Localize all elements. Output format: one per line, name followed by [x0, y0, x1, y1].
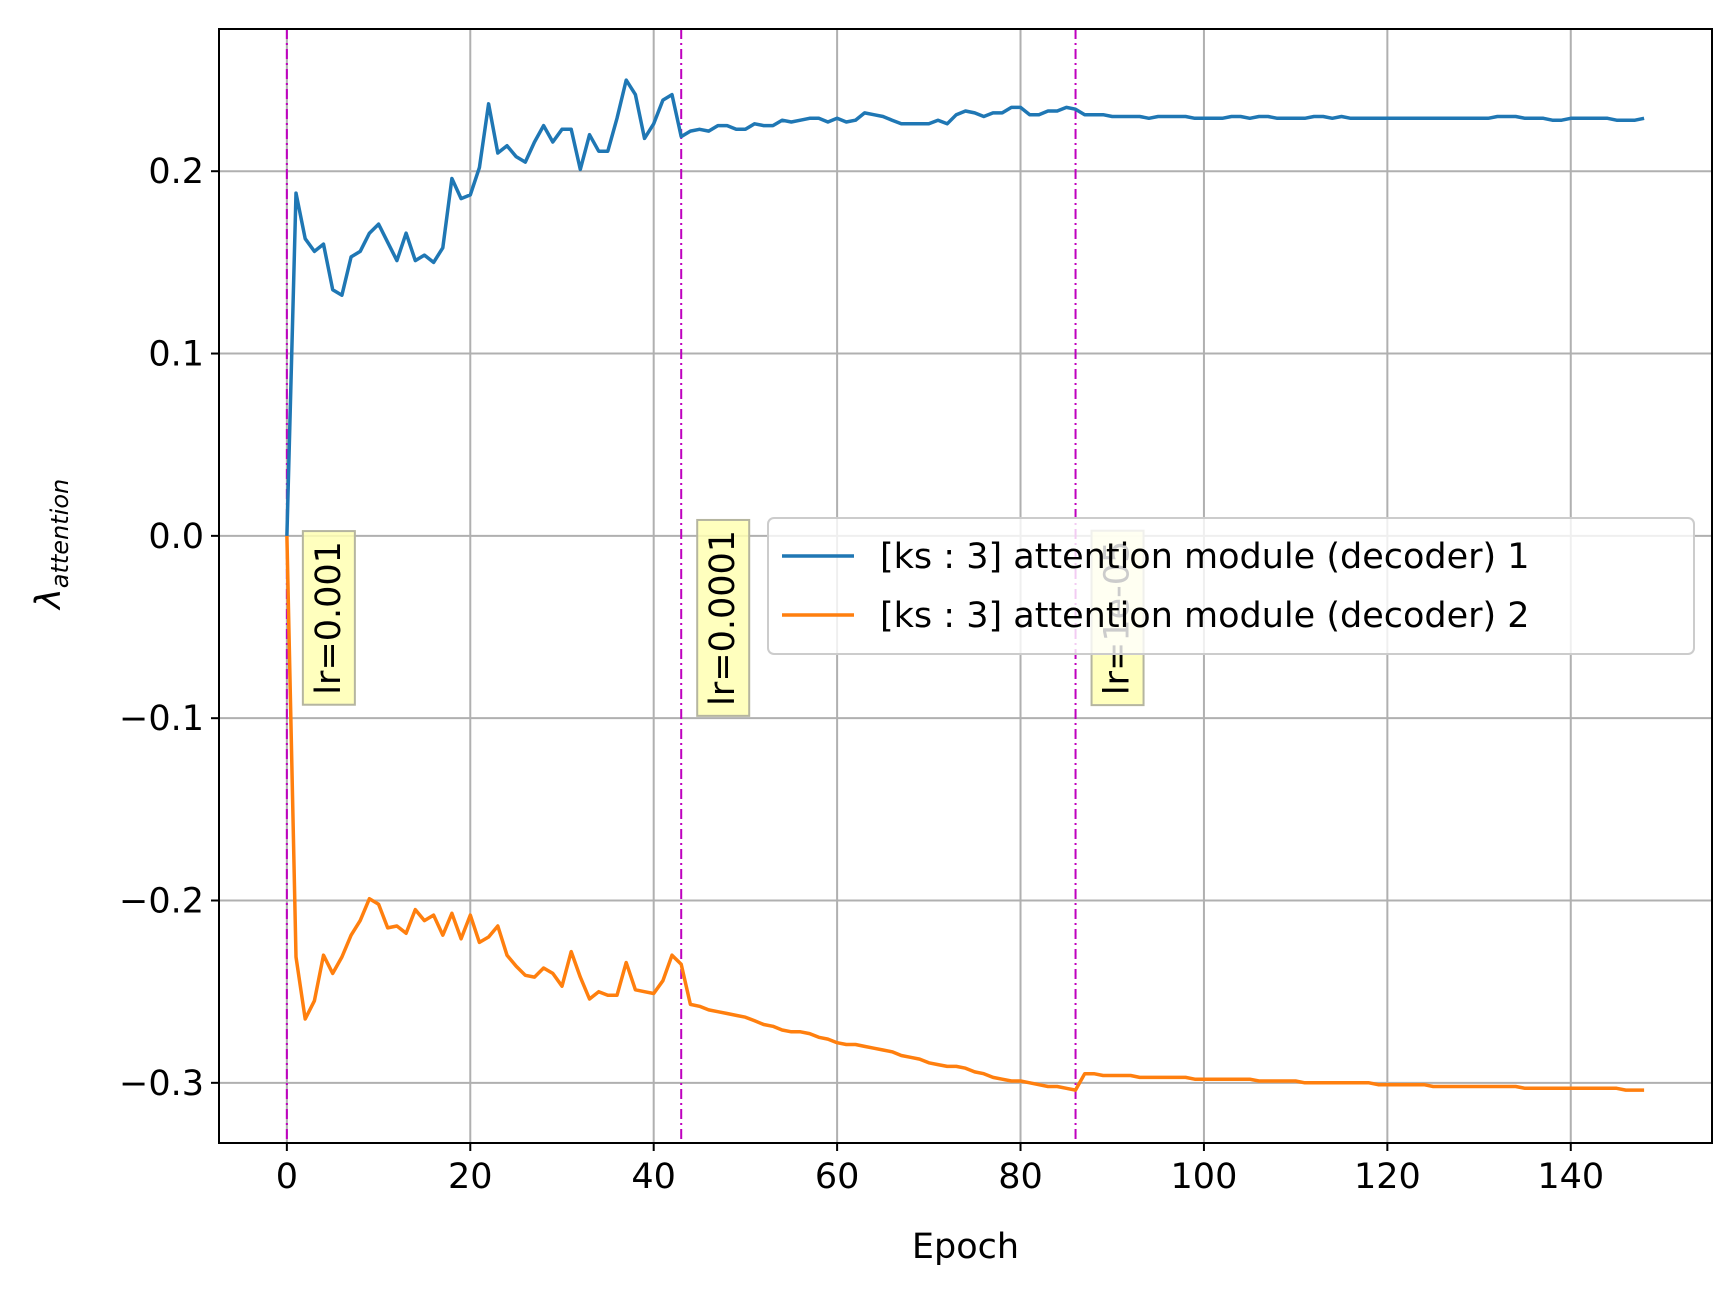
- legend-label: [ks : 3] attention module (decoder) 2: [880, 596, 1530, 636]
- y-tick-label: 0.0: [148, 517, 204, 557]
- y-tick-label: −0.1: [119, 699, 204, 739]
- legend: [ks : 3] attention module (decoder) 1 [ks…: [767, 517, 1695, 655]
- lr-annotation: lr=0.001: [301, 530, 356, 706]
- y-tick-label: 0.1: [148, 335, 204, 375]
- x-tick-label: 0: [276, 1157, 298, 1197]
- x-tick-label: 20: [448, 1157, 493, 1197]
- plot-frame: [218, 28, 1713, 1144]
- y-tick-label: 0.2: [148, 152, 204, 192]
- tick-layer: 0 20 40 60 80 100 120 140 −0.3 −0.2 −0.1 0.0 0.1 0.2: [119, 152, 1604, 1197]
- y-axis-label-subscript: attention: [46, 479, 74, 588]
- x-tick-label: 40: [631, 1157, 676, 1197]
- legend-box: [767, 517, 1695, 655]
- y-tick-label: −0.2: [119, 882, 204, 922]
- x-tick-label: 120: [1354, 1157, 1421, 1197]
- lr-annotation-box: [696, 518, 751, 717]
- lr-annotation-text: lr=0.0001: [703, 530, 743, 706]
- x-tick-label: 60: [815, 1157, 860, 1197]
- lr-annotation-text: lr=0.001: [309, 541, 349, 695]
- x-tick-label: 100: [1171, 1157, 1238, 1197]
- series-line-1: [285, 78, 1645, 536]
- series-layer: [285, 78, 1645, 1092]
- lr-annotation: lr=0.0001: [696, 518, 751, 717]
- y-axis-label: λattention: [29, 479, 74, 611]
- lr-annotation-box: [301, 530, 356, 706]
- x-tick-label: 80: [998, 1157, 1043, 1197]
- y-tick-label: −0.3: [119, 1064, 204, 1104]
- y-axis-label-symbol: λ: [29, 588, 69, 611]
- x-axis-label: Epoch: [912, 1227, 1019, 1267]
- x-tick-label: 140: [1537, 1157, 1604, 1197]
- series-line-2: [285, 535, 1645, 1092]
- legend-label: [ks : 3] attention module (decoder) 1: [880, 537, 1530, 577]
